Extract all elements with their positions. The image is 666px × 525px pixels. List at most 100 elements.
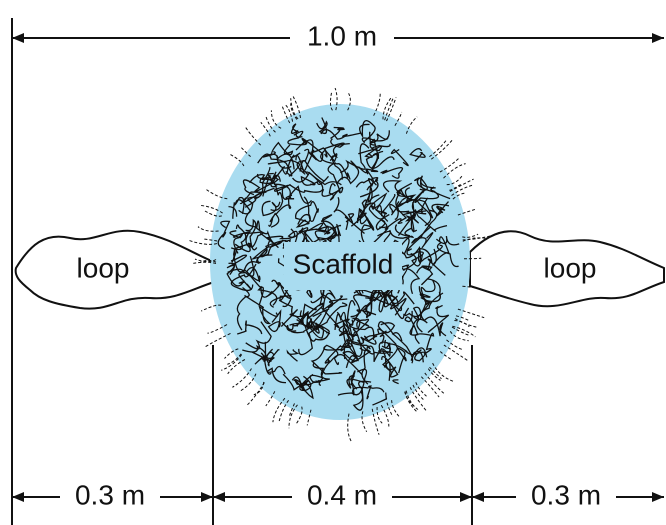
fiber bbox=[299, 160, 325, 182]
fiber bbox=[310, 346, 343, 375]
fiber bbox=[265, 282, 293, 308]
fiber bbox=[346, 336, 377, 348]
fiber bbox=[452, 325, 476, 338]
fiber bbox=[361, 411, 368, 433]
fiber bbox=[417, 244, 443, 264]
fiber bbox=[194, 258, 217, 263]
fiber bbox=[234, 199, 261, 230]
fiber bbox=[228, 205, 238, 217]
fiber bbox=[431, 236, 450, 266]
fiber bbox=[449, 178, 474, 192]
fiber bbox=[285, 104, 294, 122]
fiber bbox=[454, 320, 470, 328]
bottom-dimension-label: 0.3 m bbox=[75, 479, 145, 510]
fiber bbox=[207, 324, 228, 334]
fiber bbox=[224, 348, 239, 359]
fiber bbox=[307, 320, 325, 339]
fiber bbox=[443, 163, 466, 179]
fiber bbox=[429, 366, 442, 380]
fiber bbox=[383, 264, 410, 297]
fiber bbox=[435, 235, 460, 246]
fiber bbox=[347, 93, 351, 111]
fiber bbox=[436, 201, 449, 217]
fiber bbox=[217, 220, 231, 250]
fiber bbox=[451, 184, 473, 196]
fiber bbox=[402, 252, 421, 295]
fiber bbox=[380, 166, 404, 179]
fiber bbox=[446, 174, 464, 186]
label-gap bbox=[292, 481, 392, 513]
fiber bbox=[424, 316, 447, 337]
fiber bbox=[381, 355, 399, 378]
fiber bbox=[269, 286, 292, 308]
fiber bbox=[228, 153, 245, 167]
label-gap bbox=[290, 22, 394, 54]
loop-label: loop bbox=[544, 252, 597, 283]
fiber bbox=[362, 334, 378, 342]
fiber bbox=[265, 116, 276, 133]
fiber bbox=[288, 403, 295, 417]
label-gap bbox=[60, 481, 160, 513]
fiber bbox=[348, 324, 375, 341]
fiber bbox=[358, 143, 391, 155]
fiber bbox=[330, 126, 345, 139]
fiber bbox=[288, 404, 298, 429]
fiber bbox=[292, 96, 301, 118]
fiber bbox=[405, 116, 418, 134]
fiber bbox=[242, 179, 275, 196]
fiber bbox=[377, 328, 407, 374]
fiber bbox=[404, 297, 432, 318]
fiber bbox=[236, 286, 250, 331]
fiber bbox=[221, 354, 243, 371]
fiber bbox=[323, 344, 343, 366]
fiber bbox=[296, 290, 325, 327]
fiber bbox=[328, 183, 344, 201]
fiber bbox=[197, 226, 219, 232]
fiber bbox=[404, 202, 424, 222]
fiber bbox=[293, 375, 312, 392]
fiber bbox=[267, 309, 282, 332]
fiber bbox=[239, 373, 257, 392]
fiber bbox=[382, 339, 391, 358]
fiber bbox=[290, 103, 298, 120]
fiber bbox=[246, 382, 265, 406]
fiber bbox=[333, 196, 365, 234]
fiber bbox=[350, 304, 377, 326]
fiber bbox=[427, 368, 441, 381]
fiber bbox=[334, 311, 354, 330]
fiber bbox=[281, 104, 291, 124]
fiber bbox=[427, 304, 450, 333]
fiber bbox=[257, 153, 293, 177]
fiber bbox=[187, 239, 218, 245]
fiber bbox=[306, 409, 312, 426]
left-loop bbox=[14, 229, 215, 310]
fiber bbox=[248, 172, 274, 184]
fiber bbox=[239, 146, 251, 157]
fiber bbox=[260, 348, 275, 367]
fiber bbox=[202, 238, 218, 242]
fiber bbox=[334, 87, 338, 111]
top-dimension-label: 1.0 m bbox=[307, 20, 377, 51]
fiber bbox=[436, 241, 459, 268]
fiber bbox=[352, 281, 390, 306]
fiber bbox=[446, 339, 463, 351]
fiber bbox=[290, 98, 299, 120]
fiber bbox=[232, 230, 252, 253]
fiber bbox=[299, 228, 331, 245]
fiber bbox=[368, 192, 388, 220]
fiber bbox=[270, 110, 282, 129]
fiber bbox=[320, 150, 351, 180]
fiber bbox=[382, 346, 406, 373]
fiber bbox=[342, 351, 359, 369]
fiber bbox=[386, 402, 394, 417]
fiber bbox=[439, 157, 461, 173]
fiber bbox=[242, 344, 267, 359]
fiber bbox=[237, 320, 263, 335]
right-loop bbox=[469, 230, 665, 308]
fiber bbox=[295, 148, 310, 176]
fiber bbox=[375, 214, 390, 231]
fiber bbox=[391, 400, 400, 417]
fiber bbox=[380, 405, 390, 427]
